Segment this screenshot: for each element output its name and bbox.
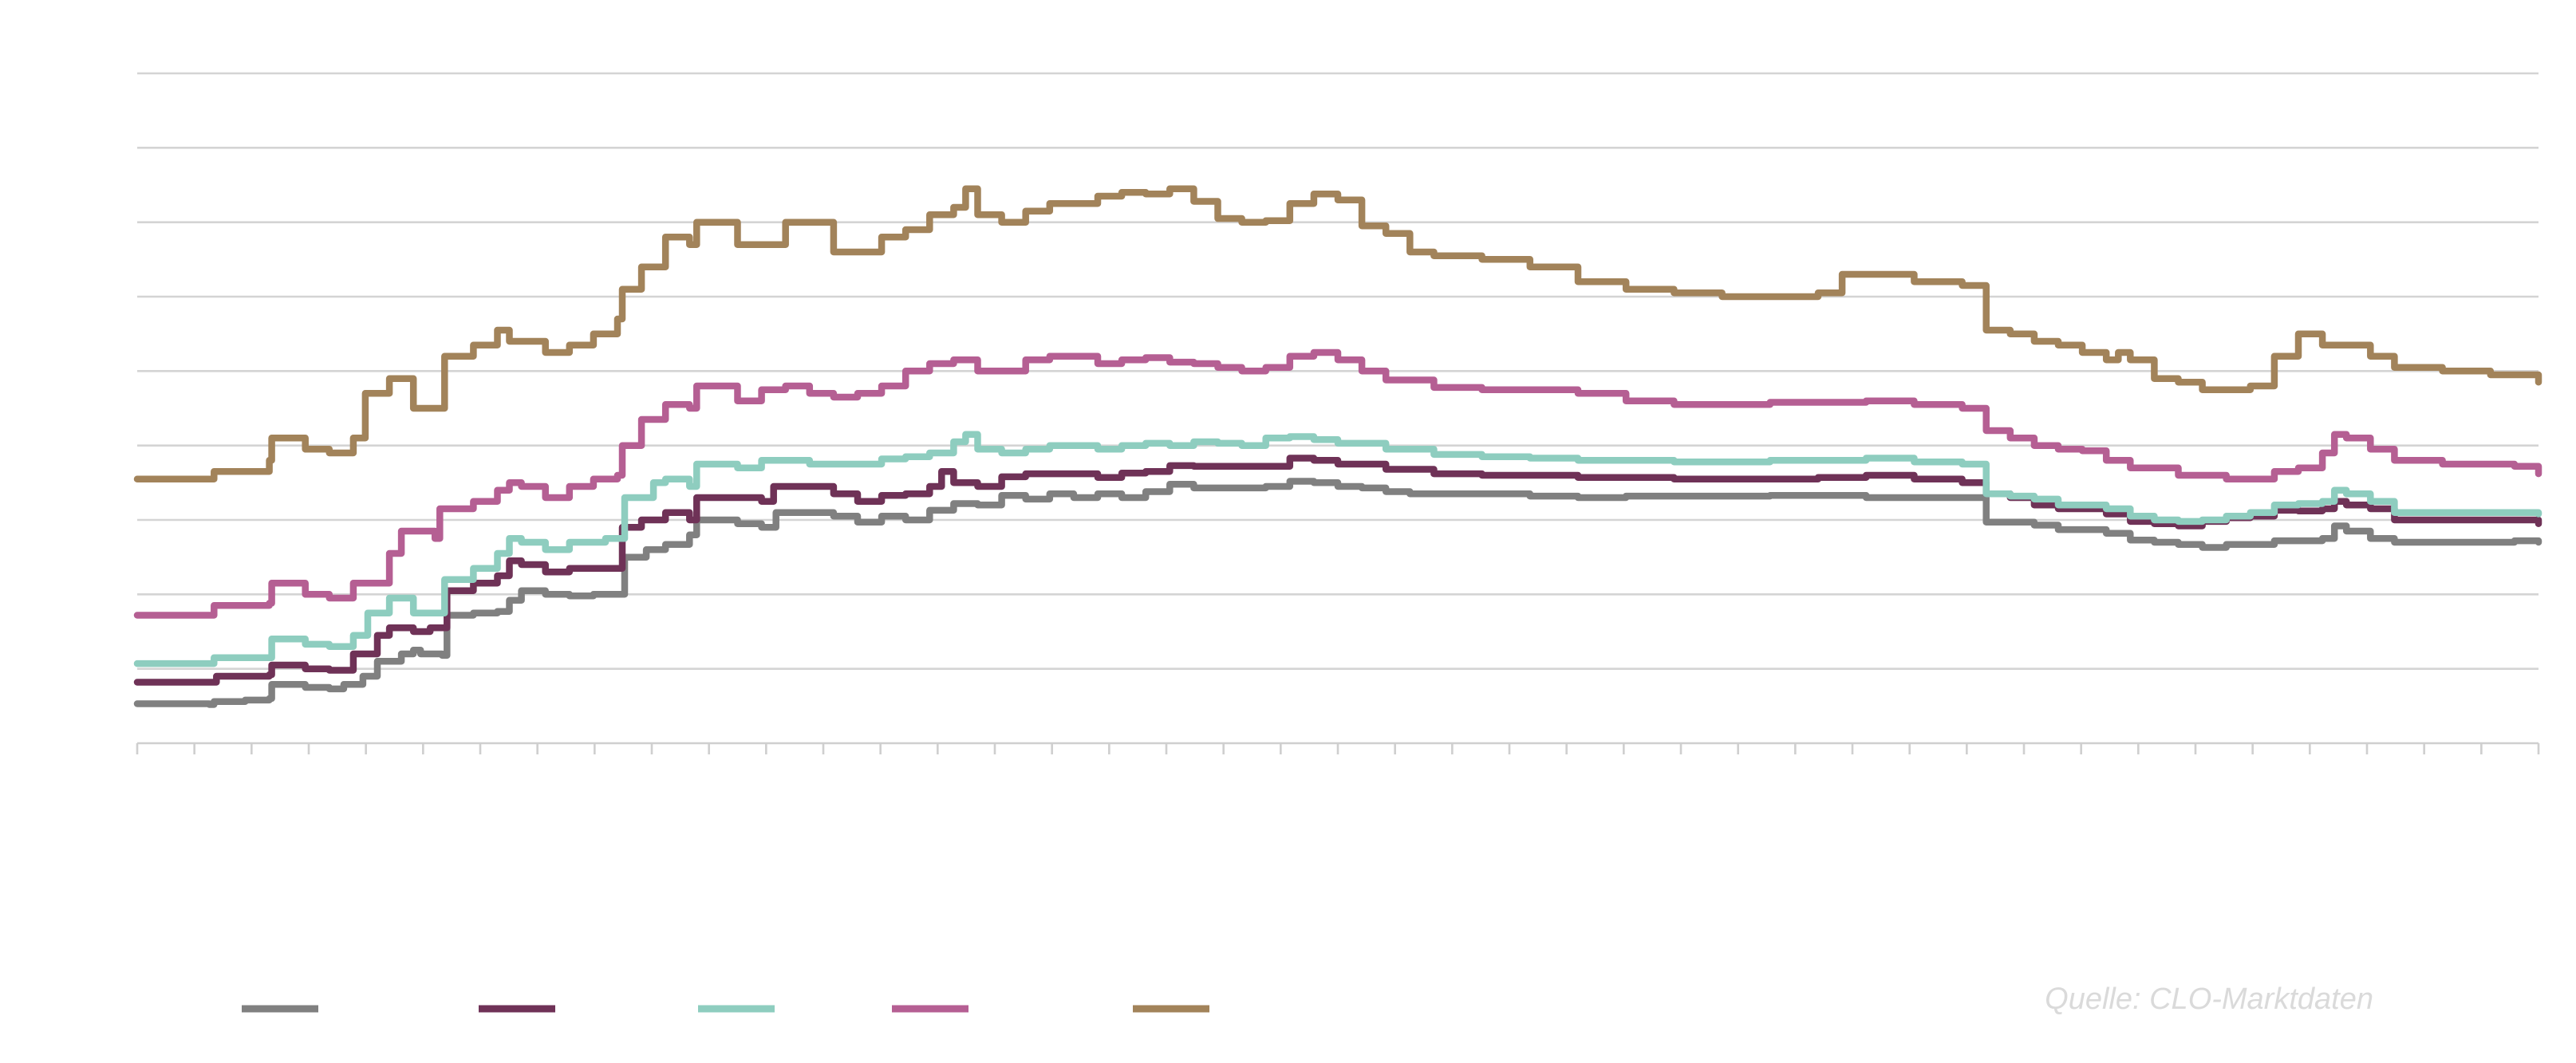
series-line-5: [133, 185, 2542, 482]
source-note: Quelle: CLO-Marktdaten: [2045, 982, 2373, 1016]
series-line-4: [133, 348, 2542, 619]
gridlines: [137, 72, 2539, 670]
series-line-3: [133, 431, 2542, 667]
series-lines: [133, 185, 2542, 708]
series-line-1: [133, 478, 2542, 708]
x-axis-ticks: [136, 743, 2540, 754]
